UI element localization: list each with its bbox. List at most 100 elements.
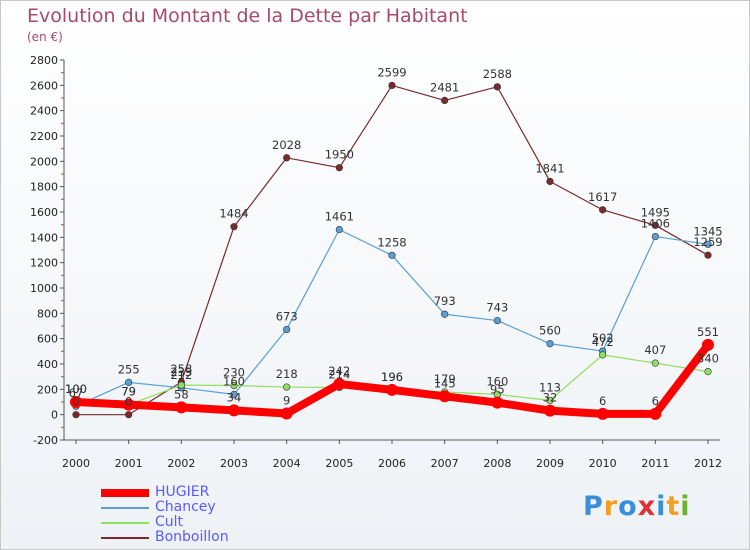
x-tick-label: 2011 xyxy=(641,457,669,470)
data-point-hugier xyxy=(649,407,662,420)
y-tick-label: 1200 xyxy=(30,257,58,270)
data-label-cult: 79 xyxy=(121,385,136,399)
data-point-hugier xyxy=(702,338,714,351)
chart-legend: HUGIER Chancey Cult Bonboillon xyxy=(101,484,301,545)
data-label-cult: 179 xyxy=(434,372,456,386)
data-label-chancey: 673 xyxy=(276,309,298,323)
logo-letter: o xyxy=(618,491,638,522)
data-label-chancey: 560 xyxy=(539,324,561,338)
data-point-chancey xyxy=(125,378,133,386)
data-label-bonboillon: 2588 xyxy=(483,67,512,81)
data-label-hugier: 34 xyxy=(227,390,242,404)
legend-label-chancey: Chancey xyxy=(155,499,216,515)
data-label-hugier: 58 xyxy=(174,387,189,401)
data-point-bonboillon xyxy=(493,83,501,91)
data-point-hugier xyxy=(228,404,240,417)
data-point-bonboillon xyxy=(546,177,554,186)
chart-axes: -200020040060080010001200140016001800200… xyxy=(30,54,722,470)
data-label-cult: 340 xyxy=(697,352,719,366)
y-tick-label: 2600 xyxy=(30,79,58,92)
x-tick-label: 2001 xyxy=(115,457,143,470)
x-tick-label: 2005 xyxy=(325,457,353,470)
data-label-chancey: 67 xyxy=(69,386,84,400)
data-point-hugier xyxy=(386,383,398,396)
data-point-cult xyxy=(177,381,185,389)
data-label-bonboillon: 1259 xyxy=(693,235,722,249)
data-label-bonboillon: 1950 xyxy=(325,148,354,162)
data-point-chancey xyxy=(388,251,396,259)
data-point-bonboillon xyxy=(441,96,449,105)
data-label-bonboillon: 1841 xyxy=(535,161,564,175)
x-tick-label: 2012 xyxy=(694,457,722,470)
x-tick-label: 2006 xyxy=(378,457,406,470)
data-point-hugier xyxy=(544,404,556,417)
legend-item-cult: Cult xyxy=(101,514,301,530)
data-point-chancey xyxy=(546,340,554,348)
data-label-bonboillon: 2028 xyxy=(272,138,301,152)
y-tick-label: 2400 xyxy=(30,105,58,118)
data-label-chancey: 743 xyxy=(486,301,508,315)
data-label-cult: 100 xyxy=(65,382,87,396)
data-label-bonboillon: 1484 xyxy=(219,207,248,221)
logo-letter: i xyxy=(680,491,691,522)
x-tick-label: 2004 xyxy=(273,457,301,470)
data-label-chancey: 1406 xyxy=(641,217,670,231)
legend-item-bonboillon: Bonboillon xyxy=(101,529,301,545)
data-label-cult: 218 xyxy=(276,367,298,381)
data-point-bonboillon xyxy=(283,154,291,162)
data-point-cult xyxy=(704,368,712,376)
data-point-bonboillon xyxy=(72,411,80,419)
data-point-hugier xyxy=(438,390,451,403)
y-tick-label: 1000 xyxy=(30,282,58,295)
data-point-cult xyxy=(546,396,554,404)
data-label-chancey: 255 xyxy=(118,362,140,376)
legend-swatch-chancey xyxy=(101,507,149,509)
data-label-cult: 407 xyxy=(644,343,666,357)
data-label-chancey: 160 xyxy=(223,374,245,388)
data-label-chancey: 1345 xyxy=(693,224,722,238)
y-tick-label: 0 xyxy=(51,409,58,422)
data-label-bonboillon: 2481 xyxy=(430,80,459,94)
x-tick-label: 2000 xyxy=(62,457,90,470)
x-tick-label: 2007 xyxy=(431,457,459,470)
data-point-bonboillon xyxy=(230,223,238,231)
data-point-hugier xyxy=(122,398,135,411)
data-point-chancey xyxy=(441,310,449,318)
logo-letter: i xyxy=(656,491,667,522)
x-tick-label: 2008 xyxy=(483,457,511,470)
data-label-hugier: 95 xyxy=(490,383,505,397)
data-point-hugier xyxy=(70,396,82,408)
data-label-hugier: 145 xyxy=(434,376,456,390)
data-point-bonboillon xyxy=(125,411,133,419)
logo-letter: t xyxy=(666,491,681,522)
data-point-chancey xyxy=(651,232,659,241)
data-label-chancey: 793 xyxy=(434,294,456,308)
legend-swatch-bonboillon xyxy=(101,537,149,539)
y-tick-label: 400 xyxy=(37,358,58,371)
y-tick-label: 2800 xyxy=(30,54,58,67)
data-point-bonboillon xyxy=(599,206,607,214)
x-tick-label: 2010 xyxy=(589,457,617,470)
legend-label-cult: Cult xyxy=(155,514,184,530)
data-label-hugier: 6 xyxy=(599,394,606,408)
legend-swatch-cult xyxy=(101,522,149,524)
data-point-cult xyxy=(651,359,659,367)
data-label-hugier: 9 xyxy=(283,394,290,408)
y-tick-label: 600 xyxy=(37,333,58,346)
legend-swatch-hugier xyxy=(101,489,149,497)
data-label-bonboillon: 1617 xyxy=(588,190,617,204)
data-point-hugier xyxy=(280,407,293,420)
data-label-cult: 196 xyxy=(381,370,403,384)
chart-data-labels: 100 79 58 34 9 242 196 145 95 32 6 6 551 67 255 212 160 6… xyxy=(65,65,723,408)
chart-series xyxy=(70,81,714,420)
data-point-bonboillon xyxy=(388,81,396,90)
y-tick-label: 1600 xyxy=(30,206,58,219)
data-label-chancey: 502 xyxy=(592,331,614,345)
data-point-cult xyxy=(283,383,291,391)
x-tick-label: 2009 xyxy=(536,457,564,470)
data-point-hugier xyxy=(175,401,188,414)
data-label-hugier: 79 xyxy=(121,385,136,399)
chart-title: Evolution du Montant de la Dette par Hab… xyxy=(27,5,468,27)
